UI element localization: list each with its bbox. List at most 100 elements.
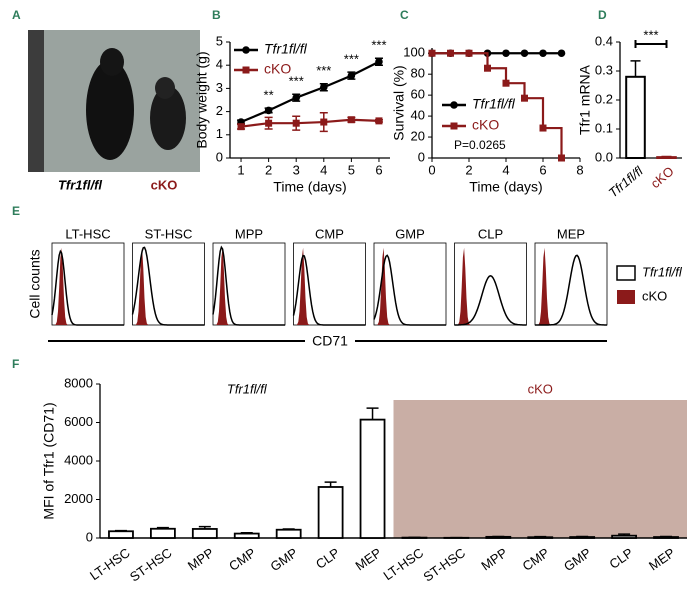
bar: [625, 75, 646, 159]
bar: [108, 530, 134, 539]
marker: [521, 94, 528, 102]
y-tick-label: 80: [411, 66, 425, 81]
y-tick-label: 2: [216, 103, 223, 118]
error-bar: [156, 526, 169, 529]
error-bar: [240, 532, 253, 534]
legend-swatch: [617, 290, 635, 304]
histogram-control: [51, 249, 124, 326]
x-axis-label: CD71: [312, 333, 348, 349]
legend-label: cKO: [472, 117, 499, 133]
legend-label: Tfr1fl/fl: [264, 41, 308, 57]
series-line: [240, 118, 380, 128]
histogram-cko: [535, 247, 607, 325]
significance: ***: [643, 27, 658, 42]
bar: [191, 528, 218, 539]
histogram-control: [131, 246, 205, 326]
x-tick-label: 2: [465, 162, 472, 177]
population-label: GMP: [395, 226, 425, 241]
y-tick-label: 4000: [64, 452, 93, 467]
y-tick-label: 6000: [64, 414, 93, 429]
histogram-cko: [454, 247, 527, 325]
y-tick-label: 0: [418, 149, 425, 164]
x-tick-label: GMP: [561, 545, 594, 574]
histogram-control: [373, 254, 446, 326]
panel-label: D: [598, 8, 607, 22]
bar: [149, 527, 176, 539]
x-tick-label: 2: [265, 162, 272, 177]
marker: [484, 64, 491, 72]
error-bar: [534, 535, 547, 538]
y-tick-label: 0.4: [595, 33, 613, 48]
marker: [450, 122, 458, 130]
significance: ***: [289, 74, 304, 89]
y-tick-label: 0: [86, 529, 93, 544]
x-tick-label: 1: [237, 162, 244, 177]
photo-label: Tfr1fl/fl: [58, 177, 102, 192]
x-label-bg: [305, 332, 355, 350]
y-tick-label: 40: [411, 108, 425, 123]
x-tick-label: 0: [428, 162, 435, 177]
marker: [242, 66, 250, 74]
y-tick-label: 4: [216, 57, 223, 72]
series-line: [240, 60, 380, 124]
x-tick-label: Tfr1fl/fl: [606, 163, 647, 201]
significance: ***: [371, 38, 386, 53]
group-label: Tfr1fl/fl: [227, 381, 268, 396]
panel-label: E: [12, 204, 20, 218]
bar: [611, 534, 638, 539]
histogram-control: [535, 254, 607, 326]
y-axis-label: Survival (%): [391, 65, 407, 140]
population-label: CLP: [478, 226, 503, 241]
x-tick-label: GMP: [267, 545, 300, 574]
x-tick-label: CMP: [520, 545, 552, 574]
marker: [319, 83, 328, 92]
x-tick-label: 4: [320, 162, 327, 177]
marker: [428, 49, 436, 57]
x-tick-label: LT-HSC: [87, 545, 133, 583]
marker: [264, 106, 273, 115]
x-tick-label: MEP: [353, 545, 385, 573]
histogram-cko: [374, 247, 446, 325]
legend-label: cKO: [264, 61, 291, 77]
marker: [265, 119, 273, 127]
error-bar: [660, 535, 673, 538]
marker: [520, 49, 529, 58]
y-tick-label: 5: [216, 33, 223, 48]
error-bar: [618, 533, 631, 536]
x-tick-label: 3: [293, 162, 300, 177]
error-bar: [282, 528, 295, 530]
population-label: MPP: [235, 226, 263, 241]
y-tick-label: 20: [411, 128, 425, 143]
histogram-cko: [132, 247, 205, 325]
x-tick-label: 4: [502, 162, 509, 177]
error-bar: [366, 407, 379, 420]
legend-swatch: [616, 265, 636, 281]
y-axis-label: Body weight (g): [194, 51, 210, 148]
panel-label: C: [400, 8, 409, 22]
photo: [28, 30, 200, 172]
annotation: P=0.0265: [454, 138, 506, 152]
histogram-cko: [213, 247, 285, 325]
marker: [539, 49, 547, 58]
histogram-control: [212, 245, 285, 326]
significance: **: [264, 88, 274, 103]
y-tick-label: 0.2: [595, 91, 613, 106]
marker: [292, 119, 300, 127]
y-tick-label: 0.0: [595, 149, 613, 164]
bar: [275, 528, 302, 539]
marker: [375, 57, 383, 66]
histogram-control: [454, 274, 527, 326]
y-tick-label: 1: [216, 126, 223, 141]
legend-label: cKO: [642, 288, 667, 303]
x-tick-label: CLP: [313, 545, 342, 572]
y-tick-label: 60: [411, 87, 425, 102]
marker: [320, 118, 328, 126]
y-axis-label: Tfr1 mRNA: [577, 64, 593, 135]
marker: [539, 124, 547, 132]
error-bar: [198, 525, 211, 529]
histogram-cko: [293, 247, 366, 325]
y-tick-label: 0.1: [595, 120, 613, 135]
histogram-control: [292, 254, 366, 326]
bar: [233, 532, 260, 539]
